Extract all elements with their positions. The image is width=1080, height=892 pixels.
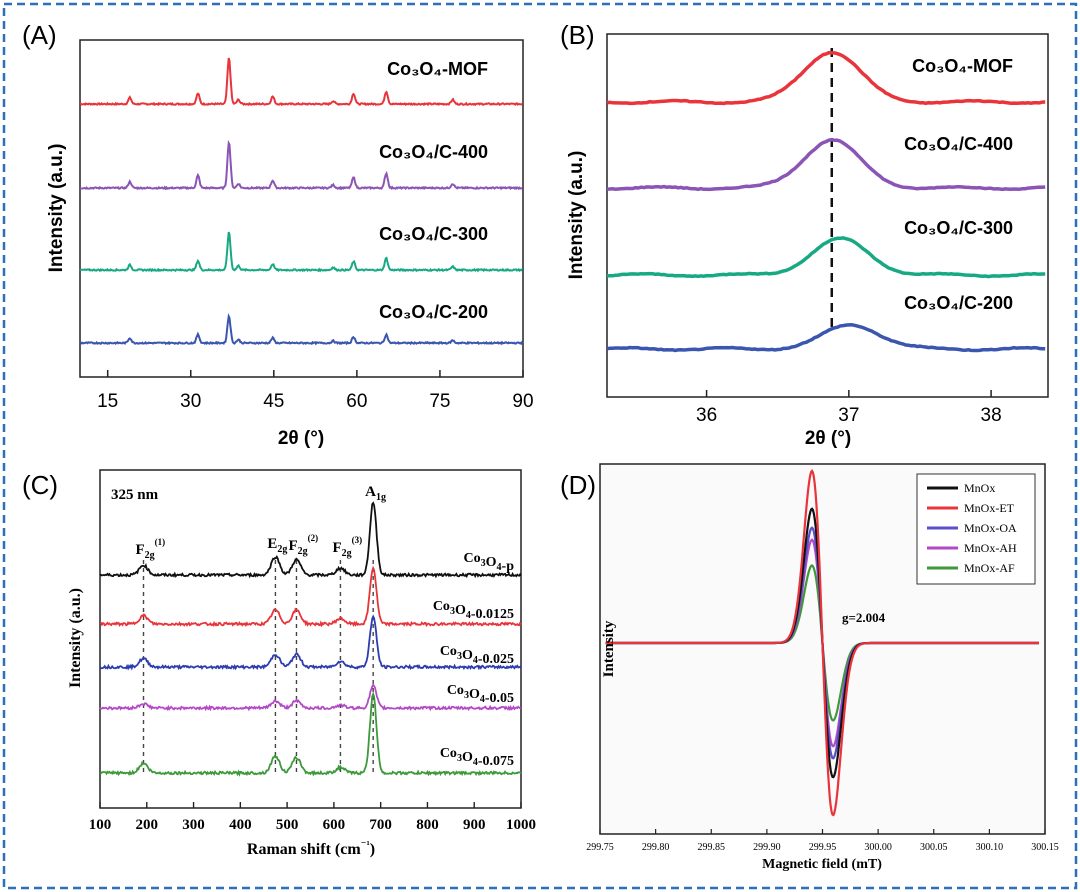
series-group-c: Co3O4-p Co3O4-0.0125 Co3O4-0.025 Co3O4-0.05… [99, 501, 522, 777]
panel-label-d: (D) [560, 470, 596, 500]
x-tick-label: 36 [696, 405, 717, 426]
peak-dashed-lines-c [142, 560, 374, 775]
series-line [606, 323, 1046, 353]
legend-d: MnOx MnOx-ET MnOx-OA MnOx-AH MnOx-AF [916, 473, 1036, 585]
x-tick-label: 299.80 [642, 842, 670, 853]
x-tick-label: 45 [263, 391, 284, 412]
x-tick-label: 400 [229, 817, 252, 833]
x-tick-label: 299.90 [753, 842, 781, 853]
peak-label: F2g(1) [136, 537, 166, 561]
x-ticks-a: 15 30 45 60 75 90 [97, 370, 534, 412]
series-line [99, 683, 522, 712]
panel-label-c: (C) [22, 470, 58, 500]
series-label: Co₃O₄/C-300 [904, 218, 1013, 238]
x-tick-label: 299.75 [586, 842, 614, 853]
wavelength-label-c: 325 nm [111, 487, 159, 503]
series-group-a: Co₃O₄-MOF Co₃O₄/C-400 Co₃O₄/C-300 Co₃O₄/C-2… [79, 57, 524, 346]
series-label: Co₃O₄/C-200 [379, 302, 488, 322]
y-axis-label-c: Intensity (a.u.) [67, 588, 84, 688]
legend-label: MnOx-AF [964, 561, 1015, 575]
series-label: Co₃O₄/C-200 [904, 293, 1013, 313]
x-tick-label: 100 [89, 817, 112, 833]
x-tick-label: 37 [838, 405, 859, 426]
x-tick-label: 500 [276, 817, 299, 833]
series-line [605, 469, 1039, 817]
plot-frame-b [606, 33, 1049, 398]
series-line [79, 57, 523, 107]
x-tick-label: 15 [97, 391, 118, 412]
series-label: Co₃O₄-MOF [912, 56, 1013, 76]
plot-frame-c [99, 469, 522, 809]
series-label: Co₃O₄-MOF [387, 59, 488, 79]
series-line [100, 565, 522, 628]
peak-label: F2g(3) [332, 535, 362, 559]
x-axis-label-d: Magnetic field (mT) [762, 857, 882, 872]
panel-label-a: (A) [22, 20, 57, 50]
series-label: Co3O4-p [464, 551, 515, 574]
x-tick-label: 300.10 [976, 842, 1004, 853]
g-value-annotation: g=2.004 [842, 610, 886, 625]
series-line [606, 50, 1046, 106]
x-tick-label: 1000 [506, 817, 536, 833]
panel-b: (B) Co₃O₄-MOFCo₃O₄/C-400Co₃O₄/C-300Co₃O₄… [560, 20, 1049, 449]
series-line [606, 137, 1046, 192]
x-ticks-d: 299.75 299.80 299.85 299.90 299.95 300.00 300.… [586, 829, 1059, 853]
x-ticks-c: 100 200 300 400 500 600 700 800 900 1000 [89, 802, 536, 833]
x-tick-label: 299.95 [809, 842, 837, 853]
series-label: Co₃O₄/C-400 [904, 134, 1013, 154]
peak-labels-c: F2g(1) E2g F2g(2) F2g(3) A1g [136, 484, 387, 561]
x-tick-label: 800 [416, 817, 439, 833]
legend-label: MnOx-OA [964, 521, 1017, 535]
series-line [79, 139, 524, 191]
series-line [99, 614, 522, 671]
series-label: Co3O4-0.0125 [433, 599, 514, 622]
series-line [99, 691, 522, 777]
legend-label: MnOx-AH [964, 541, 1017, 555]
x-tick-label: 700 [369, 817, 392, 833]
peak-label: F2g(2) [288, 533, 318, 557]
series-group-d [605, 469, 1039, 817]
legend-label: MnOx [964, 481, 995, 495]
legend-label: MnOx-ET [964, 501, 1015, 515]
x-tick-label: 60 [346, 391, 367, 412]
x-tick-label: 75 [429, 391, 450, 412]
x-ticks-b: 36 37 38 [696, 390, 1002, 426]
x-tick-label: 200 [136, 817, 159, 833]
panel-label-b: (B) [560, 20, 595, 50]
series-line [79, 231, 523, 273]
x-tick-label: 300.05 [920, 842, 948, 853]
x-tick-label: 38 [981, 405, 1002, 426]
y-axis-label-b: Intensity (a.u.) [566, 151, 587, 280]
panel-c: (C) 325 nm Co3O4-p Co3O4-0.0125 Co3O4-0.02… [22, 469, 536, 858]
x-tick-label: 300.15 [1031, 842, 1059, 853]
series-group-b: Co₃O₄-MOF Co₃O₄/C-400 Co₃O₄/C-300 Co₃O₄/C-2… [606, 50, 1046, 353]
x-tick-label: 300.00 [864, 842, 892, 853]
series-label: Co₃O₄/C-300 [379, 224, 488, 244]
x-axis-label-c: Raman shift (cm⁻¹) [247, 839, 375, 858]
series-line [99, 501, 522, 579]
x-tick-label: 600 [323, 817, 346, 833]
peak-label: E2g [267, 536, 287, 555]
x-tick-label: 900 [463, 817, 486, 833]
series-label: Co3O4-0.05 [447, 683, 514, 706]
series-label: Co3O4-0.075 [440, 746, 514, 769]
x-tick-label: 30 [180, 391, 201, 412]
y-axis-label-a: Intensity (a.u.) [46, 144, 67, 273]
x-axis-label-b: 2θ (°) [805, 428, 851, 449]
x-axis-label-a: 2θ (°) [278, 428, 324, 449]
x-tick-label: 90 [512, 391, 533, 412]
x-tick-label: 300 [182, 817, 205, 833]
peak-label: A1g [365, 484, 386, 503]
series-label: Co₃O₄/C-400 [379, 142, 488, 162]
panel-d: (D) g=2.004 MnOxMnOx-ETMnOx-OAMnOx-AHMnO… [560, 463, 1059, 872]
series-line [606, 236, 1046, 279]
x-tick-label: 299.85 [698, 842, 726, 853]
series-label: Co3O4-0.025 [440, 644, 514, 667]
panel-a: (A) Co₃O₄-MOFCo₃O₄/C-400Co₃O₄/C-300Co₃O₄… [22, 20, 534, 449]
plot-frame-a [79, 39, 524, 378]
y-axis-label-d: Intensity [601, 620, 617, 677]
series-line [79, 312, 524, 346]
